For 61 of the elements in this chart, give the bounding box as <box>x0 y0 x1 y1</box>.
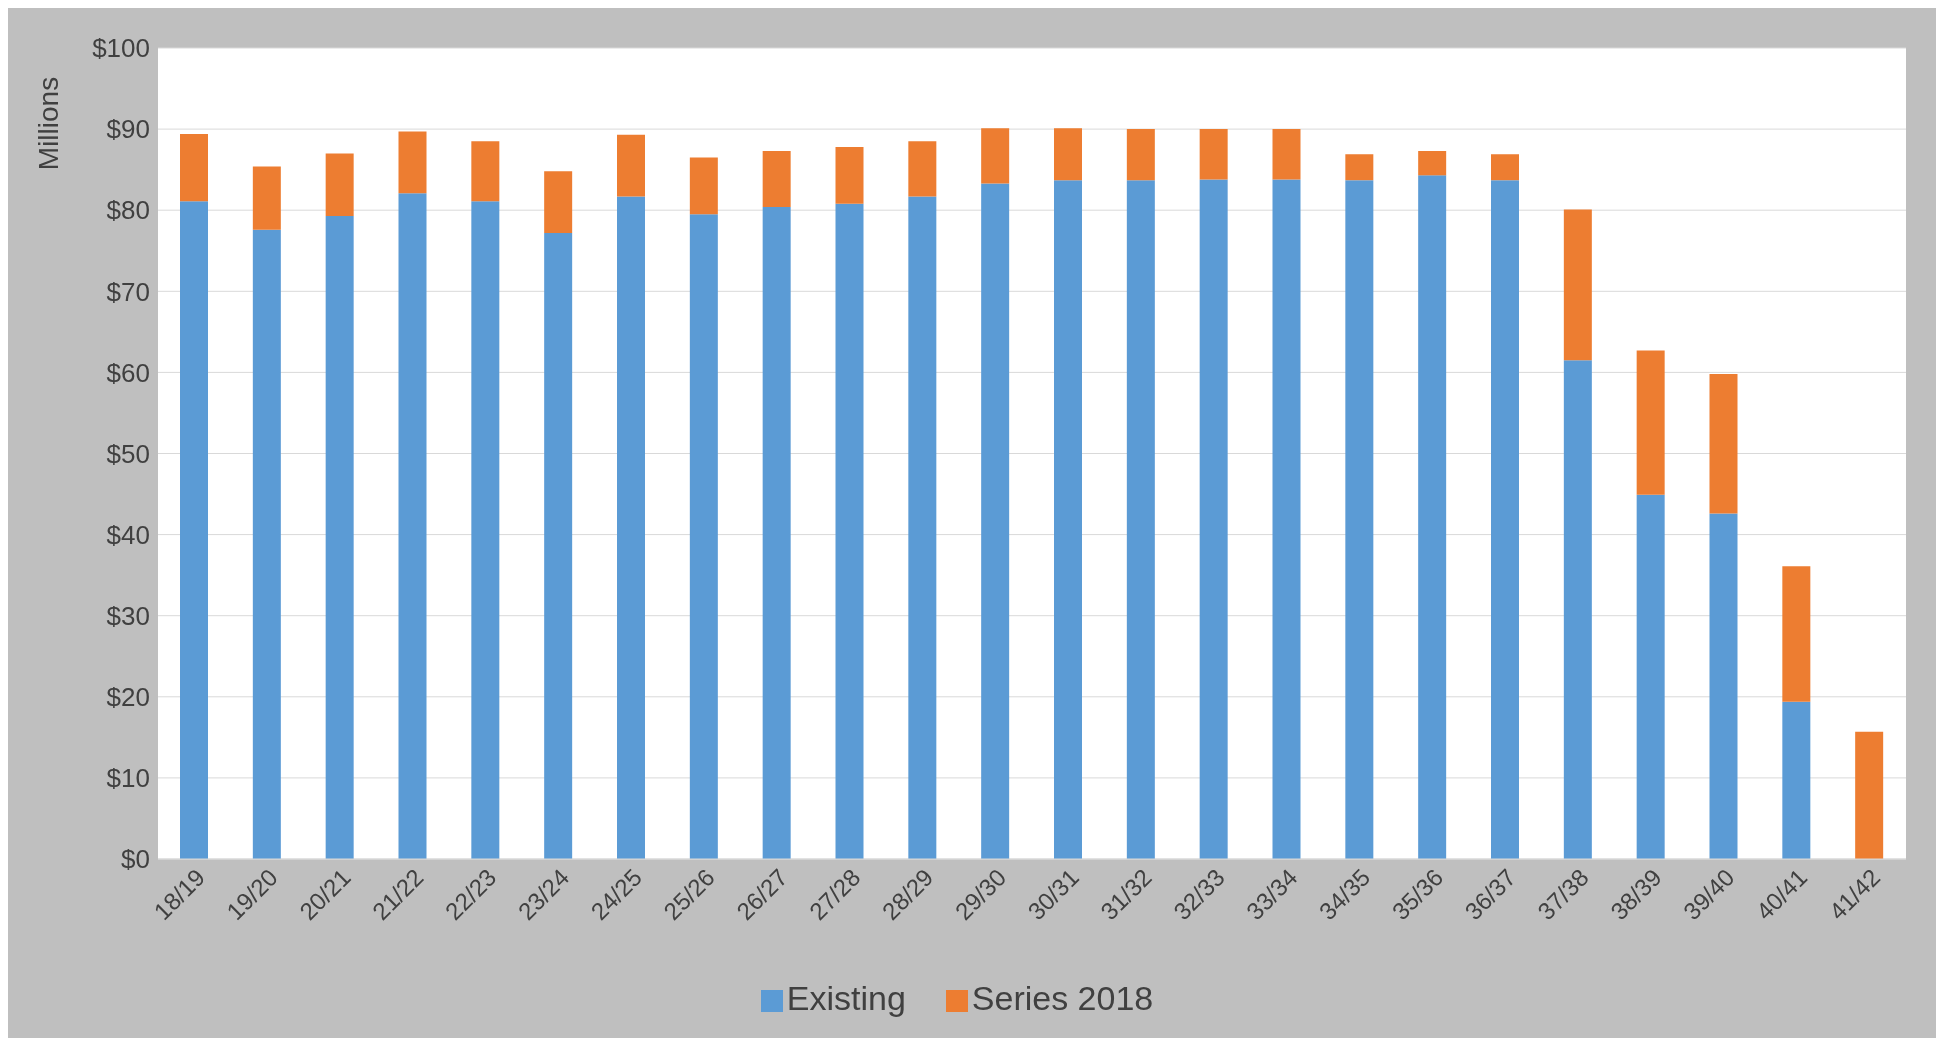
y-tick-label: $10 <box>106 763 150 794</box>
bar <box>1272 129 1301 180</box>
bar <box>1199 179 1228 859</box>
bar <box>1563 209 1592 361</box>
bar <box>1418 151 1447 176</box>
bar <box>617 134 645 197</box>
bar <box>471 141 500 202</box>
bar <box>1636 350 1665 495</box>
bar <box>1855 731 1884 859</box>
y-axis-title: Millions <box>32 76 64 171</box>
bar <box>1563 360 1592 859</box>
bar <box>908 196 937 859</box>
bar <box>398 131 427 194</box>
bar <box>1491 154 1519 181</box>
y-tick-label: $80 <box>106 195 150 226</box>
bar <box>325 215 354 859</box>
bar <box>835 203 864 859</box>
bar <box>1418 175 1447 859</box>
legend-label: Series 2018 <box>971 979 1154 1017</box>
bar <box>398 193 427 859</box>
y-tick-label: $20 <box>106 682 150 713</box>
bar <box>325 153 354 216</box>
y-tick-label: $50 <box>106 438 150 469</box>
bar <box>981 183 1010 859</box>
bar <box>1054 128 1082 181</box>
bar <box>252 229 281 859</box>
bar <box>1491 180 1519 859</box>
y-tick-label: $70 <box>106 276 150 307</box>
y-tick-label: $30 <box>106 600 150 631</box>
bar <box>1126 129 1155 181</box>
y-tick-label: $40 <box>106 519 150 550</box>
bar <box>1126 180 1155 859</box>
bar <box>981 128 1010 184</box>
bar <box>1272 179 1301 859</box>
bar <box>252 166 281 230</box>
bar <box>908 141 937 197</box>
y-tick-label: $90 <box>106 114 150 145</box>
bar <box>689 157 718 215</box>
bar <box>1054 180 1082 859</box>
bar <box>762 151 791 207</box>
bar <box>471 201 500 859</box>
bar <box>1199 129 1228 180</box>
bar <box>1709 513 1738 859</box>
bar <box>1345 154 1374 181</box>
bar <box>689 214 718 859</box>
bar <box>835 146 864 204</box>
bar <box>1782 566 1811 702</box>
bar <box>617 196 645 859</box>
bar <box>1636 494 1665 859</box>
bar <box>1782 701 1811 859</box>
legend-label: Existing <box>786 979 906 1017</box>
y-tick-label: $0 <box>121 844 150 875</box>
bar <box>1709 374 1738 514</box>
bar <box>1345 180 1374 859</box>
bar <box>180 133 208 202</box>
y-tick-label: $100 <box>92 33 150 64</box>
bar <box>180 201 208 859</box>
bar <box>544 171 573 233</box>
bar <box>544 232 573 859</box>
bar <box>762 206 791 859</box>
y-tick-label: $60 <box>106 357 150 388</box>
